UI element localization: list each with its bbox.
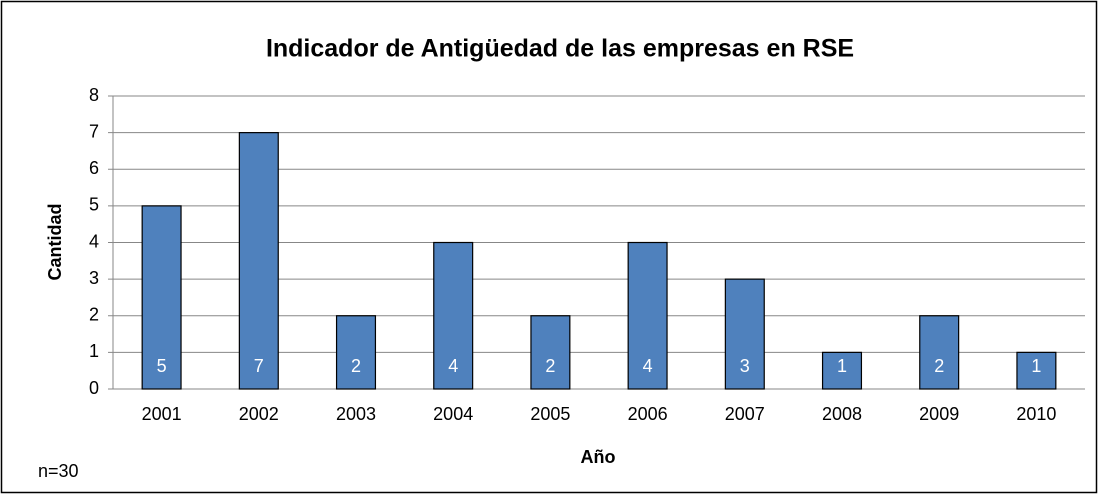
- bar: [530, 315, 571, 390]
- y-tick-label: 3: [89, 268, 99, 288]
- bar: [821, 351, 863, 390]
- y-tick-label: 7: [89, 121, 99, 141]
- bar: [724, 278, 765, 390]
- data-label: 1: [837, 356, 847, 376]
- y-tick-label: 8: [89, 85, 99, 105]
- x-tick-label: 2006: [628, 404, 668, 424]
- y-tick-label: 6: [89, 158, 99, 178]
- bar: [141, 205, 182, 390]
- x-tick-label: 2009: [919, 404, 959, 424]
- bar: [1016, 351, 1057, 390]
- bar: [627, 241, 668, 390]
- bar: [433, 241, 474, 390]
- x-tick-label: 2002: [239, 404, 279, 424]
- y-axis-label: Cantidad: [45, 203, 65, 280]
- annotation: n=30: [38, 461, 79, 481]
- x-tick-label: 2004: [433, 404, 473, 424]
- data-label: 2: [351, 356, 361, 376]
- data-label: 3: [740, 356, 750, 376]
- x-tick-label: 2008: [822, 404, 862, 424]
- data-label: 2: [934, 356, 944, 376]
- data-label: 1: [1031, 356, 1041, 376]
- x-tick-label: 2007: [725, 404, 765, 424]
- x-tick-label: 2010: [1016, 404, 1056, 424]
- y-tick-label: 2: [89, 305, 99, 325]
- y-tick-label: 5: [89, 195, 99, 215]
- bar: [335, 315, 377, 390]
- x-tick-label: 2001: [142, 404, 182, 424]
- data-label: 5: [157, 356, 167, 376]
- y-tick-label: 1: [89, 341, 99, 361]
- y-tick-label: 4: [89, 231, 99, 251]
- x-axis-label: Año: [581, 447, 616, 467]
- data-label: 2: [545, 356, 555, 376]
- data-label: 4: [643, 356, 653, 376]
- chart-title: Indicador de Antigüedad de las empresas …: [266, 35, 854, 63]
- x-tick-label: 2005: [530, 404, 570, 424]
- y-tick-label: 0: [89, 378, 99, 398]
- data-label: 4: [448, 356, 458, 376]
- bar: [238, 132, 279, 390]
- data-label: 7: [254, 356, 264, 376]
- bar: [919, 315, 960, 390]
- x-tick-label: 2003: [336, 404, 376, 424]
